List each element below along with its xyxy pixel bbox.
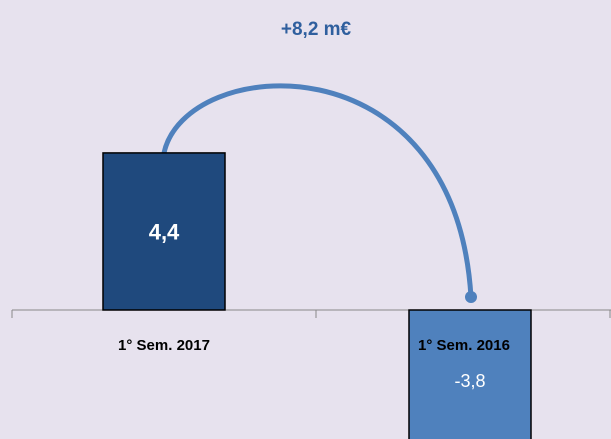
annotation: +8,2 m€ — [281, 19, 352, 40]
value-label: -3,8 — [454, 371, 485, 391]
connector-dot — [465, 291, 477, 303]
bar — [408, 309, 532, 439]
x-tick-label: 1° Sem. 2016 — [418, 337, 510, 354]
connector-arc — [161, 83, 474, 298]
bar — [102, 152, 226, 311]
value-label: 4,4 — [149, 219, 180, 244]
x-tick-label: 1° Sem. 2017 — [118, 337, 210, 354]
